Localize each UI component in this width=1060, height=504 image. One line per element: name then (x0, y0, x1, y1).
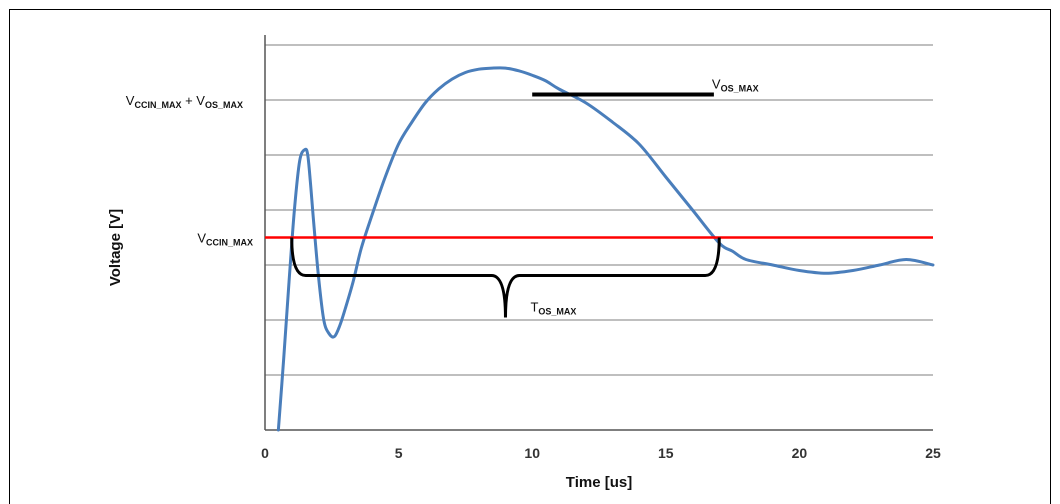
vos-max-label: VOS_MAX (712, 77, 759, 94)
x-tick-label: 10 (524, 445, 540, 461)
sum-main: V (126, 93, 135, 108)
tos-main: T (530, 300, 538, 315)
x-tick-label: 15 (658, 445, 674, 461)
voltage-waveform-line (276, 66, 935, 432)
vccin-plus-vos-label: VCCIN_MAX + VOS_MAX (126, 93, 243, 110)
chart-frame (9, 9, 1051, 504)
sum-sub2: OS_MAX (205, 100, 243, 110)
vccin-main: V (197, 231, 206, 246)
sum-join: + V (181, 93, 205, 108)
tos-sub: OS_MAX (538, 307, 576, 317)
vos-main: V (712, 77, 721, 92)
x-axis-title: Time [us] (566, 474, 632, 491)
vos-sub: OS_MAX (721, 84, 759, 94)
x-tick-label: 0 (261, 445, 269, 461)
vccin-max-label: VCCIN_MAX (197, 231, 253, 248)
tos-max-brace (290, 237, 721, 318)
vccin-sub: CCIN_MAX (206, 238, 253, 248)
sum-sub1: CCIN_MAX (134, 100, 181, 110)
x-tick-label: 25 (925, 445, 941, 461)
x-tick-label: 5 (395, 445, 403, 461)
y-axis-title: Voltage [V] (107, 209, 124, 286)
x-tick-label: 20 (792, 445, 808, 461)
tos-max-label: TOS_MAX (530, 300, 576, 317)
